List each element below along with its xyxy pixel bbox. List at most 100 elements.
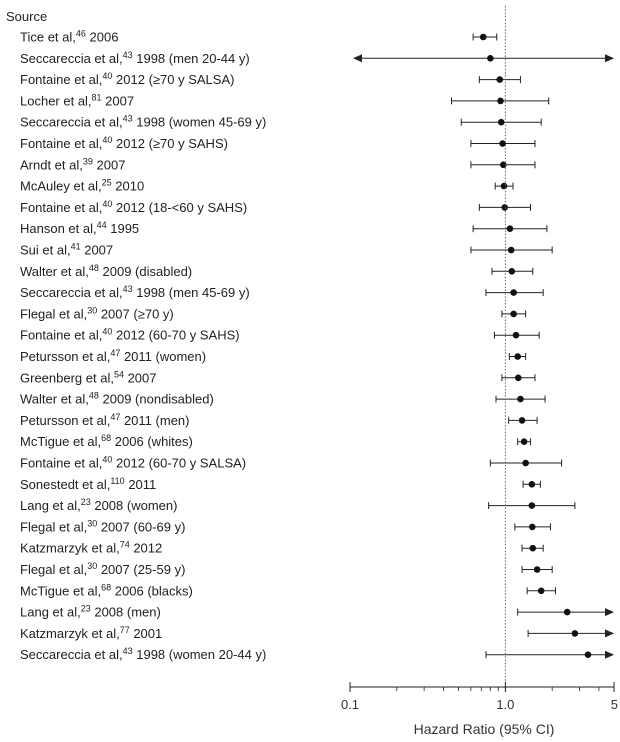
point-estimate: [510, 289, 517, 296]
study-author: Lang et al,: [20, 498, 81, 513]
study-row: Flegal et al,30 2007 (25-59 y): [20, 561, 553, 577]
study-row: Lang et al,23 2008 (women): [20, 497, 576, 513]
study-year: 2011: [120, 413, 152, 428]
study-label: Petursson et al,47 2011 (men): [20, 412, 189, 428]
point-estimate: [522, 459, 529, 467]
point-estimate: [500, 161, 507, 169]
study-author: Tice et al,: [20, 30, 76, 45]
study-row: McTigue et al,68 2006 (whites): [20, 433, 531, 449]
study-year: 2009: [99, 392, 132, 407]
study-note: (men): [152, 413, 190, 428]
study-note: (whites): [144, 434, 193, 449]
study-year: 2007: [81, 243, 114, 258]
study-year: 2012: [112, 200, 145, 215]
study-label: Flegal et al,30 2007 (60-69 y): [20, 518, 185, 534]
study-row: Walter et al,48 2009 (disabled): [20, 263, 534, 279]
study-label: Fontaine et al,40 2012 (≥70 y SALSA): [20, 71, 234, 87]
study-author: McTigue et al,: [20, 583, 101, 598]
study-label: Seccareccia et al,43 1998 (men 20-44 y): [20, 50, 250, 66]
study-year: 2012: [112, 136, 145, 151]
study-row: Seccareccia et al,43 1998 (women 45-69 y…: [20, 114, 542, 130]
point-estimate: [514, 374, 522, 382]
study-label: Sonestedt et al,110 2011: [20, 476, 156, 492]
study-note: (≥70 y): [130, 306, 174, 321]
study-label: Greenberg et al,54 2007: [20, 369, 157, 385]
study-ref: 41: [71, 242, 81, 252]
study-ref: 81: [92, 92, 102, 102]
study-label: Sui et al,41 2007: [20, 242, 113, 258]
study-row: Locher et al,81 2007: [20, 92, 550, 108]
study-note: (men): [123, 605, 161, 620]
study-label: Seccareccia et al,43 1998 (women 45-69 y…: [20, 114, 266, 130]
study-author: Lang et al,: [20, 605, 81, 620]
study-year: 2007: [93, 157, 126, 172]
point-estimate: [497, 97, 504, 105]
tick-label: 5: [611, 697, 618, 712]
study-ref: 25: [102, 178, 112, 188]
study-author: Seccareccia et al,: [20, 647, 123, 662]
point-estimate: [496, 76, 504, 83]
study-author: Seccareccia et al,: [20, 115, 123, 130]
study-author: Fontaine et al,: [20, 72, 102, 87]
study-label: Lang et al,23 2008 (women): [20, 497, 177, 513]
study-row: Flegal et al,30 2007 (60-69 y): [20, 518, 551, 534]
study-label: Walter et al,48 2009 (disabled): [20, 263, 192, 279]
study-note: (women 45-69 y): [165, 115, 266, 130]
study-note: (men 20-44 y): [165, 51, 250, 66]
point-estimate: [537, 587, 545, 595]
study-year: 1998: [133, 647, 166, 662]
study-label: McTigue et al,68 2006 (whites): [20, 433, 193, 449]
study-label: Flegal et al,30 2007 (25-59 y): [20, 561, 185, 577]
point-estimate: [514, 353, 521, 360]
study-ref: 30: [87, 561, 97, 571]
study-author: Flegal et al,: [20, 562, 87, 577]
study-note: (60-70 y SALSA): [145, 456, 246, 471]
study-row: Sui et al,41 2007: [20, 242, 553, 258]
study-author: Seccareccia et al,: [20, 51, 123, 66]
study-row: Tice et al,46 2006: [20, 29, 498, 45]
study-ref: 77: [120, 625, 130, 635]
study-row: McAuley et al,25 2010: [20, 178, 514, 194]
study-row: Fontaine et al,40 2012 (≥70 y SALSA): [20, 71, 521, 87]
study-label: McTigue et al,68 2006 (blacks): [20, 582, 193, 598]
study-ref: 40: [102, 327, 112, 337]
study-ref: 48: [89, 391, 99, 401]
study-label: Fontaine et al,40 2012 (≥70 y SAHS): [20, 135, 228, 151]
study-ref: 43: [123, 284, 133, 294]
point-estimate: [508, 268, 516, 275]
study-note: (25-59 y): [130, 562, 186, 577]
study-note: (≥70 y SAHS): [145, 136, 228, 151]
tick-label: 1.0: [496, 697, 514, 712]
study-year: 1998: [133, 51, 166, 66]
study-ref: 68: [101, 582, 111, 592]
study-author: Arndt et al,: [20, 157, 83, 172]
study-author: Fontaine et al,: [20, 200, 102, 215]
study-year: 2007: [97, 562, 130, 577]
study-row: Petursson et al,47 2011 (men): [20, 412, 538, 428]
study-note: (women 20-44 y): [165, 647, 266, 662]
x-axis: 0.1 1.0 5: [341, 682, 618, 712]
study-year: 2006: [111, 583, 144, 598]
study-note: (women): [152, 349, 206, 364]
study-author: Flegal et al,: [20, 519, 87, 534]
study-author: McAuley et al,: [20, 179, 102, 194]
study-label: Katzmarzyk et al,74 2012: [20, 540, 162, 556]
ci-arrow-right: [605, 54, 614, 63]
study-row: Flegal et al,30 2007 (≥70 y): [20, 305, 527, 321]
study-note: (60-70 y SAHS): [145, 328, 240, 343]
point-estimate: [518, 417, 526, 424]
point-estimate: [528, 502, 536, 509]
study-note: (disabled): [131, 264, 192, 279]
study-ref: 47: [110, 412, 120, 422]
study-year: 2010: [112, 179, 145, 194]
study-author: Flegal et al,: [20, 306, 87, 321]
ci-arrow-right: [605, 650, 614, 659]
study-note: (women): [123, 498, 177, 513]
study-ref: 30: [87, 305, 97, 315]
study-author: Walter et al,: [20, 264, 89, 279]
study-note: (nondisabled): [131, 392, 213, 407]
point-estimate: [507, 246, 515, 254]
study-author: Sui et al,: [20, 243, 71, 258]
study-label: Fontaine et al,40 2012 (18-<60 y SAHS): [20, 199, 247, 215]
study-label: Fontaine et al,40 2012 (60-70 y SAHS): [20, 327, 240, 343]
